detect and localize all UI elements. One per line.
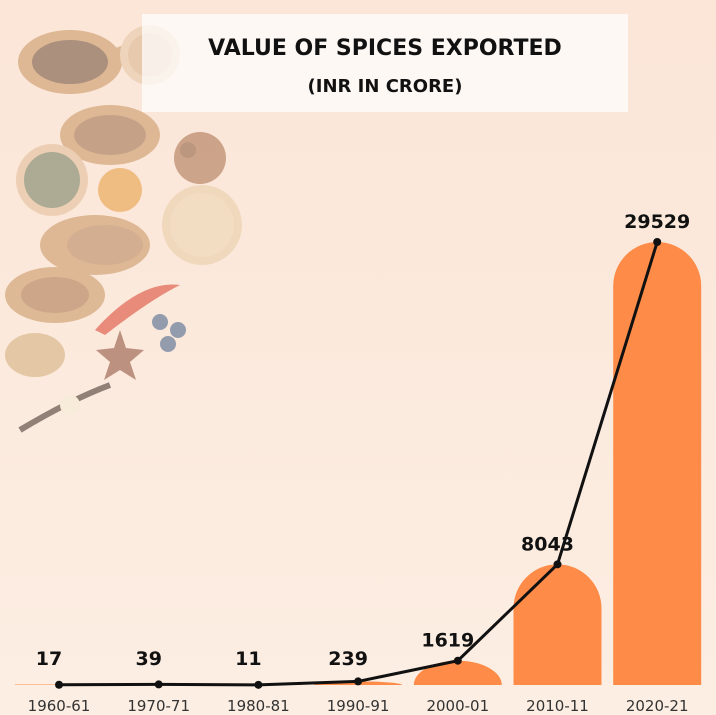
peppercorn-bowl-icon bbox=[16, 144, 88, 216]
data-label: 39 bbox=[135, 648, 161, 670]
bars-group bbox=[15, 242, 702, 685]
chart-title: VALUE OF SPICES EXPORTED bbox=[208, 36, 562, 61]
x-tick-label: 2020-21 bbox=[626, 697, 689, 715]
title-box: VALUE OF SPICES EXPORTED (INR IN CRORE) bbox=[142, 14, 628, 112]
trend-line-group bbox=[55, 238, 662, 689]
x-tick-label: 2000-01 bbox=[426, 697, 489, 715]
data-labels-group: 17 39 11 239 1619 8043 29529 bbox=[36, 211, 690, 670]
line-point bbox=[453, 656, 462, 665]
bar-2020-21 bbox=[613, 242, 702, 685]
data-label: 11 bbox=[235, 648, 261, 670]
nut-icon bbox=[174, 132, 226, 184]
chart-subtitle: (INR IN CRORE) bbox=[307, 76, 463, 97]
spoon-icon bbox=[40, 215, 150, 275]
x-tick-label: 2010-11 bbox=[526, 697, 589, 715]
line-point bbox=[254, 680, 263, 689]
spoon-icon bbox=[5, 267, 105, 323]
line-point bbox=[553, 560, 562, 569]
data-label: 17 bbox=[36, 648, 62, 670]
chili-icon bbox=[95, 284, 180, 335]
data-label: 29529 bbox=[624, 211, 690, 233]
line-point bbox=[653, 238, 662, 246]
x-tick-label: 1960-61 bbox=[28, 697, 91, 715]
turmeric-bowl-icon bbox=[98, 168, 142, 212]
spoon-icon bbox=[60, 105, 160, 165]
line-point bbox=[55, 680, 63, 689]
ginger-icon bbox=[5, 333, 65, 377]
line-point bbox=[154, 680, 163, 689]
x-tick-label: 1980-81 bbox=[227, 697, 290, 715]
vanilla-icon bbox=[18, 382, 112, 433]
data-label: 8043 bbox=[521, 533, 574, 555]
star-anise-icon bbox=[96, 330, 144, 380]
data-label: 1619 bbox=[421, 630, 474, 652]
x-tick-label: 1970-71 bbox=[127, 697, 190, 715]
x-tick-label: 1990-91 bbox=[327, 697, 390, 715]
line-point bbox=[354, 677, 363, 686]
x-tick-labels-group: 1960-61 1970-71 1980-81 1990-91 2000-01 2010-… bbox=[28, 697, 689, 715]
bar-2010-11 bbox=[513, 564, 602, 685]
berries-icon bbox=[152, 314, 186, 352]
data-label: 239 bbox=[328, 648, 368, 670]
powder-bowl-icon bbox=[162, 185, 242, 265]
